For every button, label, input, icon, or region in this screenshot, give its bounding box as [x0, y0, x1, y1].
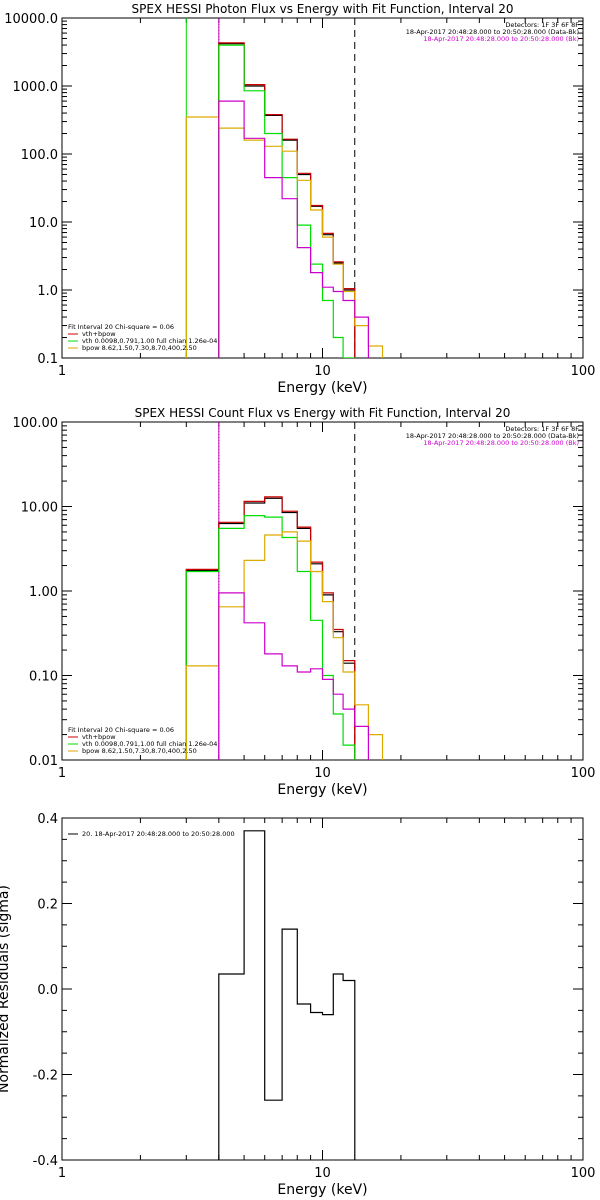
x-tick-label: 100	[571, 766, 596, 781]
x-tick-label: 100	[571, 364, 596, 379]
y-tick-label: 100.00	[13, 416, 59, 431]
plot-frame	[61, 817, 584, 1161]
x-axis-label: Energy (keV)	[277, 1182, 367, 1198]
y-tick-label: 1.0	[37, 284, 58, 299]
x-tick-label: 10	[314, 1166, 331, 1181]
series-histogram-4	[185, 531, 384, 760]
y-tick-label: 1000.0	[13, 80, 59, 95]
chart-title: SPEX HESSI Photon Flux vs Energy with Fi…	[132, 2, 514, 16]
y-tick-label: 0.4	[37, 812, 58, 827]
legend-header: Fit Interval 20 Chi-square = 0.06	[68, 726, 174, 734]
series-histogram-3	[185, 515, 356, 760]
series-histogram-1	[218, 43, 356, 358]
legend-entry: vth 0.0098,0.791,1.00 full chian 1.26e-0…	[82, 337, 217, 345]
info-text: 18-Apr-2017 20:48:28.000 to 20:50:28.000…	[406, 28, 579, 36]
info-text: 18-Apr-2017 20:48:28.000 to 20:50:28.000…	[406, 432, 579, 440]
series-histogram-2	[218, 42, 356, 358]
x-tick-label: 10	[314, 364, 331, 379]
chart-panel-1: SPEX HESSI Photon Flux vs Energy with Fi…	[4, 2, 595, 396]
chart-panel-2: SPEX HESSI Count Flux vs Energy with Fit…	[13, 406, 596, 798]
legend-entry: vth+bpow	[82, 330, 116, 338]
y-tick-label: 0.01	[29, 754, 58, 769]
series-histogram-5	[218, 592, 369, 760]
chart-panel-3: 1 10 100 Energy (keV) -0.4 -0.2 0.0 0.2 0.4 Norma…	[0, 812, 595, 1198]
legend-entry: 20. 18-Apr-2017 20:48:28.000 to 20:50:28…	[82, 830, 235, 838]
chart-title: SPEX HESSI Count Flux vs Energy with Fit…	[135, 406, 511, 420]
info-text: 18-Apr-2017 20:48:28.000 to 20:50:28.000…	[423, 439, 579, 447]
y-tick-label: 0.1	[37, 352, 58, 367]
x-axis-label: Energy (keV)	[277, 782, 367, 798]
x-tick-label: 1	[58, 364, 66, 379]
series-histogram-1	[185, 497, 356, 760]
y-tick-label: 1.00	[29, 585, 58, 600]
series-histogram-4	[185, 116, 384, 358]
series-histogram-3	[218, 44, 356, 358]
x-axis-label: Energy (keV)	[277, 380, 367, 396]
info-text: 18-Apr-2017 20:48:28.000 to 20:50:28.000…	[423, 35, 579, 43]
y-tick-label: 100.0	[21, 148, 58, 163]
series-histogram-2	[185, 496, 356, 760]
y-tick-label: -0.4	[33, 1154, 58, 1169]
x-tick-label: 1	[58, 1166, 66, 1181]
info-text: Detectors: 1F 3F 6F 8F	[505, 425, 579, 433]
legend-entry: bpow 8.62,1.50,7.30,8.70,400,2.50	[82, 747, 197, 755]
y-axis-label: Normalized Residuals (sigma)	[0, 885, 12, 1093]
legend-header: Fit Interval 20 Chi-square = 0.06	[68, 323, 174, 331]
legend-entry: bpow 8.62,1.50,7.30,8.70,400,2.50	[82, 344, 197, 352]
y-tick-label: 10000.0	[4, 12, 58, 27]
info-text: Detectors: 1F 3F 6F 8F	[505, 21, 579, 29]
series-histogram-1	[218, 830, 356, 1160]
x-tick-label: 100	[571, 1166, 596, 1181]
y-tick-label: 10.00	[21, 501, 58, 516]
x-tick-label: 10	[314, 766, 331, 781]
x-tick-label: 1	[58, 766, 66, 781]
y-tick-label: 0.0	[37, 983, 58, 998]
y-tick-label: 0.10	[29, 670, 58, 685]
plot-frame	[61, 17, 584, 359]
y-tick-label: -0.2	[33, 1069, 58, 1084]
legend-entry: vth 0.0098,0.791,1.00 full chian 1.26e-0…	[82, 740, 217, 748]
y-tick-label: 0.2	[37, 898, 58, 913]
legend-entry: vth+bpow	[82, 733, 116, 741]
series-histogram-5	[218, 100, 369, 358]
y-tick-label: 10.0	[29, 216, 58, 231]
